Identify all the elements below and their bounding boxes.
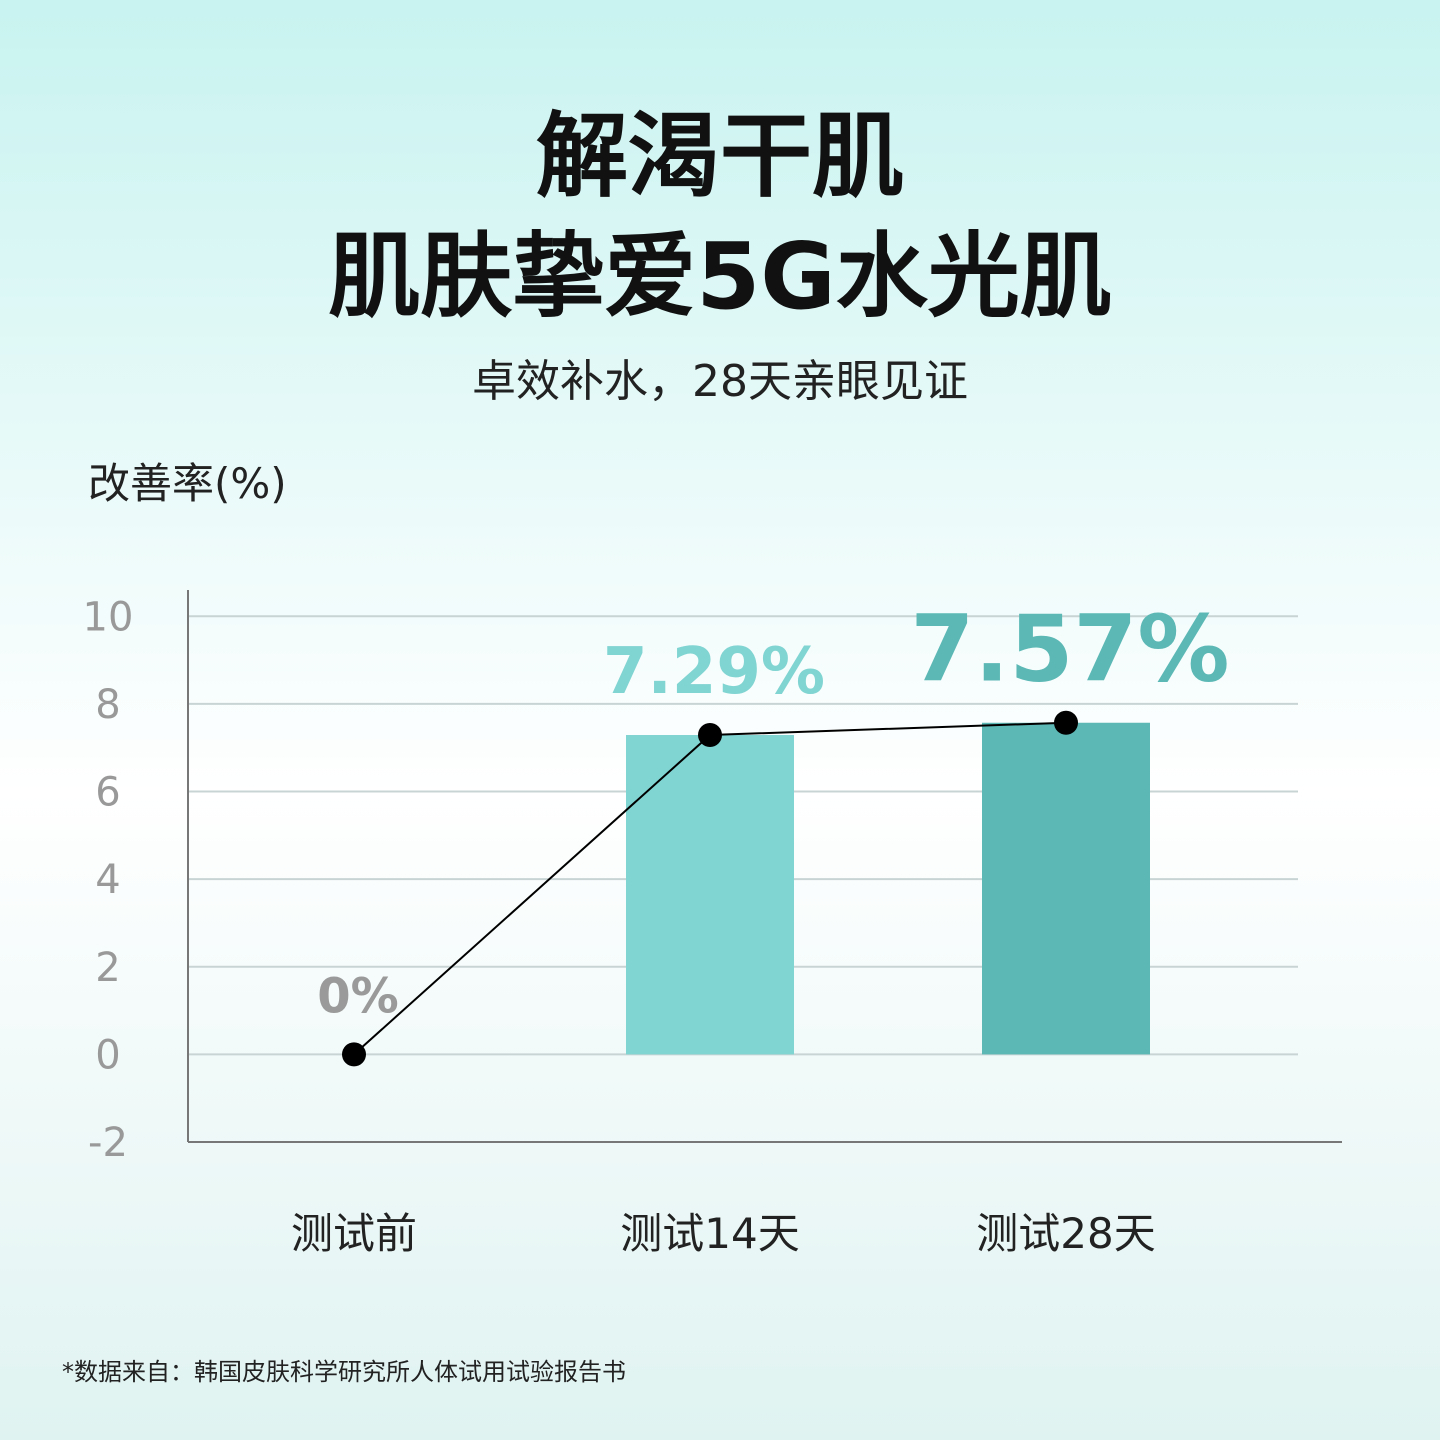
tagline: 卓效补水，28天亲眼见证	[472, 356, 968, 407]
y-tick-label: 6	[95, 770, 120, 816]
x-tick-label: 测试28天	[976, 1209, 1155, 1258]
value-label: 7.29%	[603, 635, 825, 709]
value-label: 7.57%	[910, 596, 1229, 703]
trend-point	[1054, 710, 1078, 735]
x-tick-label: 测试前	[291, 1209, 417, 1258]
trend-point	[342, 1042, 366, 1067]
trend-point	[698, 723, 722, 748]
y-tick-label: 10	[83, 594, 134, 640]
x-tick-label: 测试14天	[620, 1209, 799, 1258]
y-tick-label: 0	[95, 1032, 120, 1078]
bar	[626, 735, 794, 1055]
footnote: *数据来自：韩国皮肤科学研究所人体试用试验报告书	[62, 1358, 626, 1386]
value-label: 0%	[317, 968, 399, 1024]
y-tick-label: 8	[95, 682, 120, 728]
y-axis-label: 改善率(%)	[88, 459, 287, 508]
chart-subtitle: 肌肤挚爱5G水光肌	[328, 223, 1112, 330]
y-tick-label: 2	[95, 945, 120, 991]
bar	[982, 722, 1150, 1055]
y-tick-label: -2	[88, 1120, 128, 1166]
y-tick-label: 4	[95, 857, 120, 903]
chart-title: 解渴干肌	[536, 103, 904, 210]
